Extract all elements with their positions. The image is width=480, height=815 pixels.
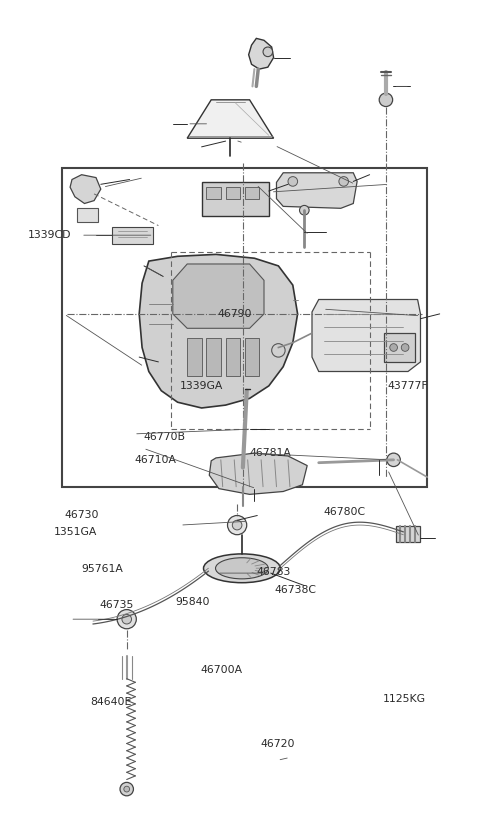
Circle shape: [237, 460, 249, 471]
Text: 1339GA: 1339GA: [180, 381, 224, 390]
Bar: [62, 168, 427, 487]
Bar: [202, 183, 269, 216]
Bar: [245, 338, 259, 377]
Circle shape: [390, 344, 397, 351]
Circle shape: [228, 516, 247, 535]
Circle shape: [120, 782, 133, 795]
Text: 46735: 46735: [99, 600, 134, 610]
Circle shape: [379, 93, 393, 107]
Circle shape: [122, 615, 132, 624]
Bar: [77, 209, 98, 222]
Circle shape: [157, 281, 169, 293]
Text: 46738C: 46738C: [275, 585, 316, 595]
Bar: [226, 338, 240, 377]
Text: 1339CD: 1339CD: [28, 230, 72, 240]
Circle shape: [288, 177, 298, 186]
Text: 46730: 46730: [64, 510, 98, 521]
Circle shape: [232, 520, 242, 530]
Text: 46783: 46783: [256, 566, 290, 577]
Polygon shape: [312, 299, 420, 372]
Text: 95840: 95840: [176, 597, 210, 606]
Text: 46790: 46790: [217, 309, 252, 319]
Circle shape: [387, 453, 400, 466]
Bar: [396, 526, 420, 542]
Text: 84640E: 84640E: [90, 697, 132, 707]
Ellipse shape: [216, 557, 268, 579]
Circle shape: [401, 344, 409, 351]
Bar: [206, 338, 221, 377]
Text: 1351GA: 1351GA: [53, 527, 97, 537]
Bar: [245, 187, 259, 199]
Bar: [187, 338, 202, 377]
Circle shape: [117, 610, 136, 629]
Text: 46770B: 46770B: [143, 432, 185, 443]
Circle shape: [124, 786, 130, 792]
Circle shape: [300, 205, 309, 215]
Polygon shape: [249, 38, 274, 69]
Polygon shape: [173, 264, 264, 328]
Polygon shape: [139, 254, 298, 408]
Polygon shape: [276, 173, 357, 209]
Text: 46780C: 46780C: [323, 508, 365, 518]
Text: 46700A: 46700A: [201, 665, 243, 676]
Text: 95761A: 95761A: [81, 564, 123, 574]
Bar: [226, 187, 240, 199]
Text: 1125KG: 1125KG: [383, 694, 426, 704]
Circle shape: [339, 177, 348, 186]
Polygon shape: [209, 453, 307, 495]
Bar: [206, 187, 221, 199]
Bar: [112, 227, 153, 244]
Polygon shape: [187, 99, 274, 139]
Circle shape: [263, 47, 273, 56]
Bar: [384, 333, 415, 362]
Circle shape: [161, 285, 165, 289]
Circle shape: [153, 276, 174, 297]
Text: 46710A: 46710A: [134, 455, 176, 465]
Polygon shape: [70, 174, 101, 204]
Ellipse shape: [204, 554, 280, 583]
Text: 43777F: 43777F: [387, 381, 428, 390]
Text: 46720: 46720: [261, 739, 295, 749]
Text: 46781A: 46781A: [249, 448, 291, 458]
